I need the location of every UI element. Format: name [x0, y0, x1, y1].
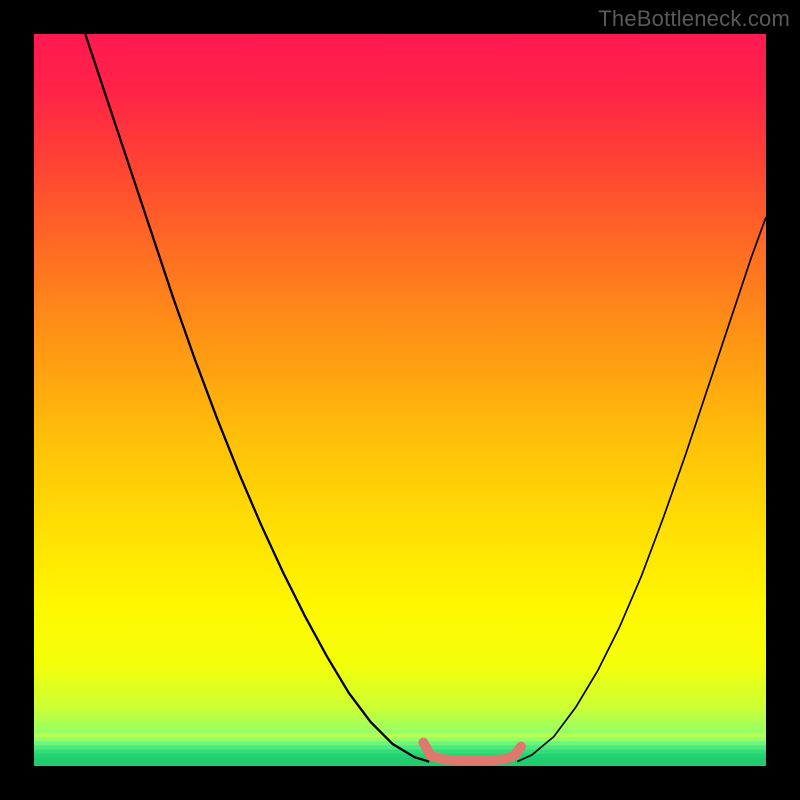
- gradient-background: [34, 34, 766, 766]
- chart-frame: TheBottleneck.com: [0, 0, 800, 800]
- plot-svg: [34, 34, 766, 766]
- plot-area: [34, 34, 766, 766]
- watermark-text: TheBottleneck.com: [598, 6, 790, 32]
